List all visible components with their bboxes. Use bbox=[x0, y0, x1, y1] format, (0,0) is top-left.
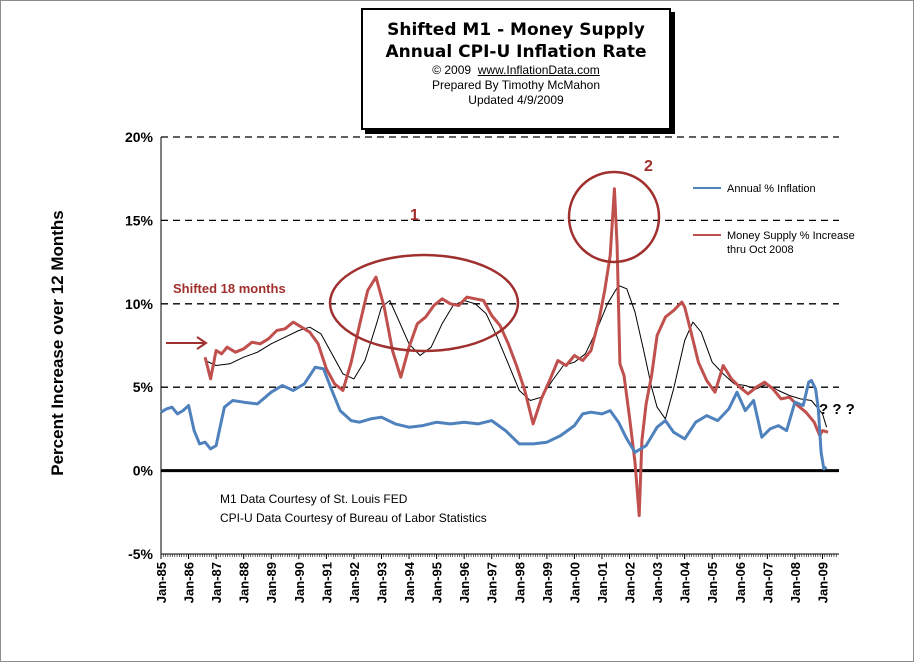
x-tick-label: Jan-05 bbox=[705, 562, 720, 603]
x-tick-label: Jan-85 bbox=[154, 562, 169, 603]
website-link[interactable]: www.InflationData.com bbox=[477, 63, 600, 77]
annotations: 1 2 Shifted 18 months ? ? ? M1 Data Cour… bbox=[166, 158, 855, 525]
x-tick-label: Jan-08 bbox=[788, 562, 803, 603]
chart-title-line-2: Annual CPI-U Inflation Rate bbox=[385, 42, 647, 62]
x-tick-label: Jan-98 bbox=[512, 562, 527, 603]
x-tick-label: Jan-09 bbox=[815, 562, 830, 603]
y-tick-label: -5% bbox=[128, 546, 153, 562]
x-tick-label: Jan-99 bbox=[540, 562, 555, 603]
y-tick-label: 10% bbox=[125, 296, 154, 312]
x-tick-label: Jan-07 bbox=[760, 562, 775, 603]
x-tick-labels: Jan-85 Jan-86 Jan-87 Jan-88 Jan-89 Jan-90 Jan-… bbox=[154, 554, 837, 603]
x-tick-label: Jan-92 bbox=[347, 562, 362, 603]
prepared-by: Prepared By Timothy McMahon bbox=[431, 78, 601, 92]
highlight-ellipse-1 bbox=[328, 253, 520, 353]
x-tick-label: Jan-90 bbox=[292, 562, 307, 603]
gridlines bbox=[160, 136, 839, 555]
x-tick-label: Jan-96 bbox=[457, 562, 472, 603]
credit-m1: M1 Data Courtesy of St. Louis FED bbox=[220, 492, 408, 506]
question-marks: ? ? ? bbox=[819, 401, 855, 418]
y-tick-label: 0% bbox=[133, 463, 154, 479]
y-tick-label: 5% bbox=[133, 379, 154, 395]
x-tick-label: Jan-02 bbox=[623, 562, 638, 603]
x-tick-label: Jan-95 bbox=[430, 562, 445, 603]
x-tick-label: Jan-91 bbox=[319, 562, 334, 603]
x-tick-label: Jan-97 bbox=[485, 562, 500, 603]
legend-label-money-supply-line1: Money Supply % Increase bbox=[727, 230, 855, 242]
credit-cpi: CPI-U Data Courtesy of Bureau of Labor S… bbox=[220, 511, 487, 525]
x-tick-label: Jan-06 bbox=[733, 562, 748, 603]
legend: Annual % Inflation Money Supply % Increa… bbox=[693, 183, 858, 256]
x-tick-label: Jan-03 bbox=[650, 562, 665, 603]
x-tick-label: Jan-93 bbox=[374, 562, 389, 603]
copyright-line: © 2009 www.InflationData.com bbox=[363, 63, 669, 78]
money-supply-line bbox=[203, 187, 829, 518]
x-tick-label: Jan-87 bbox=[209, 562, 224, 603]
y-tick-labels: -5% 0% 5% 10% 15% 20% bbox=[125, 129, 154, 562]
legend-label-money-supply: Money Supply % Increase thru Oct 2008 bbox=[727, 230, 858, 256]
highlight-circle-2 bbox=[567, 170, 661, 264]
updated-date: Updated 4/9/2009 bbox=[468, 93, 564, 107]
inflation-line bbox=[160, 365, 828, 471]
legend-label-money-supply-line2: thru Oct 2008 bbox=[727, 244, 794, 256]
y-axis-label: Percent Increase over 12 Months bbox=[48, 210, 67, 476]
x-tick-label: Jan-88 bbox=[237, 562, 252, 603]
x-tick-label: Jan-89 bbox=[264, 562, 279, 603]
x-tick-label: Jan-04 bbox=[678, 561, 693, 603]
annotation-label-2: 2 bbox=[644, 158, 653, 175]
chart-title-line-1: Shifted M1 - Money Supply bbox=[387, 20, 645, 40]
x-tick-label: Jan-00 bbox=[567, 562, 582, 603]
chart-title-box: Shifted M1 - Money Supply Annual CPI-U I… bbox=[361, 8, 671, 130]
y-tick-label: 20% bbox=[125, 129, 154, 145]
x-tick-label: Jan-01 bbox=[595, 562, 610, 603]
copyright-text: © 2009 bbox=[432, 63, 472, 77]
arrow-icon bbox=[166, 336, 208, 350]
series-lines bbox=[160, 187, 829, 518]
x-tick-label: Jan-94 bbox=[402, 561, 417, 603]
x-tick-label: Jan-86 bbox=[182, 562, 197, 603]
shifted-note: Shifted 18 months bbox=[173, 281, 286, 296]
legend-label-inflation: Annual % Inflation bbox=[727, 183, 816, 195]
annotation-label-1: 1 bbox=[410, 207, 419, 224]
y-tick-label: 15% bbox=[125, 212, 154, 228]
trend-line bbox=[204, 285, 828, 428]
